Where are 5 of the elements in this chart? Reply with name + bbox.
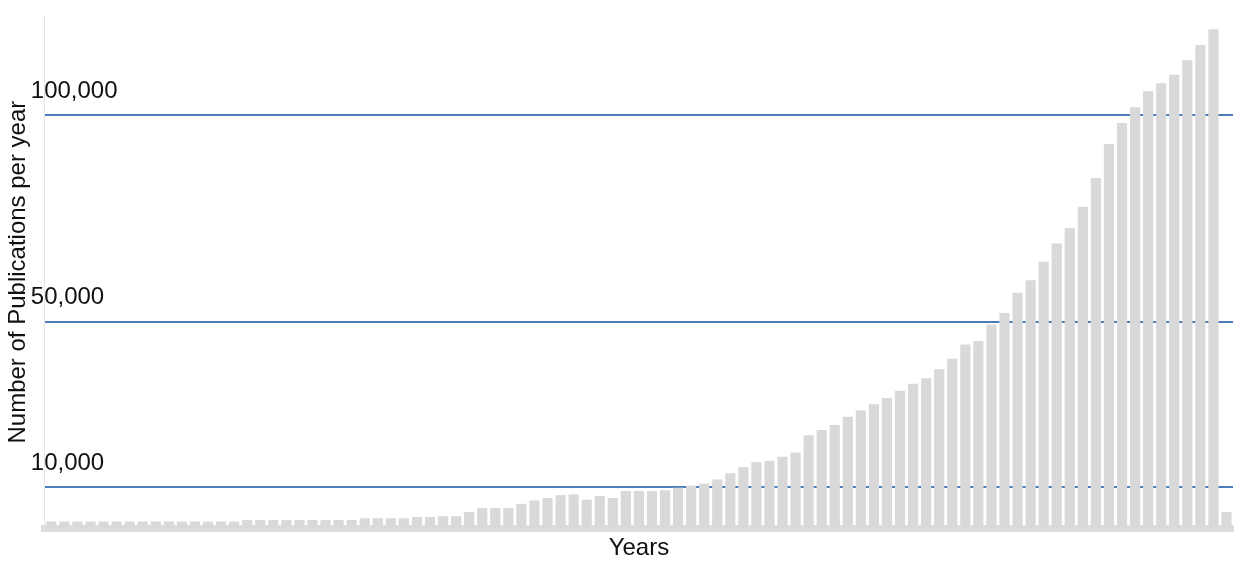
y-tick-label: 50,000 (30, 282, 105, 310)
y-tick-label: 10,000 (30, 447, 105, 475)
y-tick-label: 100,000 (30, 75, 118, 103)
y-axis-title: Number of Publications per year (3, 100, 31, 444)
x-axis-title: Years (608, 533, 670, 561)
